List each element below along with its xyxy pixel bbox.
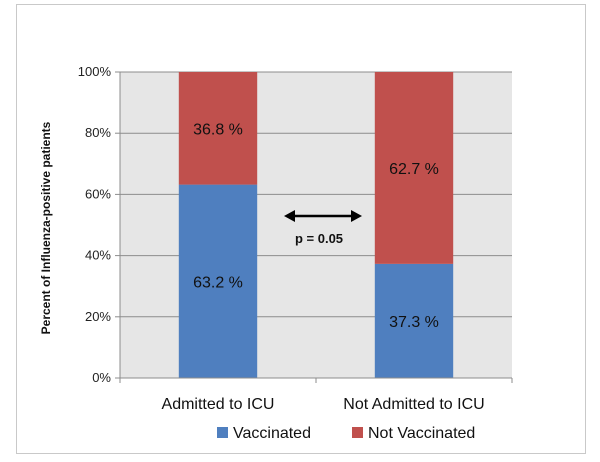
legend-label: Vaccinated [233, 425, 311, 442]
y-tick-label: 0% [92, 370, 111, 385]
data-label: 36.8 % [193, 121, 243, 138]
y-tick-label: 40% [85, 248, 111, 263]
bar-not-vaccinated-2 [374, 72, 454, 264]
legend-swatch [352, 427, 363, 438]
p-value-annotation: p = 0.05 [295, 231, 343, 246]
x-category-label: Admitted to ICU [162, 396, 275, 413]
data-label: 63.2 % [193, 274, 243, 291]
y-tick-label: 100% [78, 64, 112, 79]
legend: Vaccinated Not Vaccinated [217, 425, 475, 442]
data-label: 62.7 % [389, 161, 439, 178]
x-category-label: Not Admitted to ICU [343, 396, 484, 413]
y-axis-label: Percent of Influenza-positive patients [39, 121, 53, 334]
bar-vaccinated-1 [178, 184, 258, 378]
data-label: 37.3 % [389, 314, 439, 331]
legend-swatch [217, 427, 228, 438]
y-tick-label: 80% [85, 125, 111, 140]
legend-label: Not Vaccinated [368, 425, 475, 442]
y-tick-label: 20% [85, 309, 111, 324]
y-tick-label: 60% [85, 186, 111, 201]
double-arrow-icon [284, 210, 362, 222]
bar-not-vaccinated-1 [178, 72, 258, 185]
bar-vaccinated-2 [374, 263, 454, 378]
